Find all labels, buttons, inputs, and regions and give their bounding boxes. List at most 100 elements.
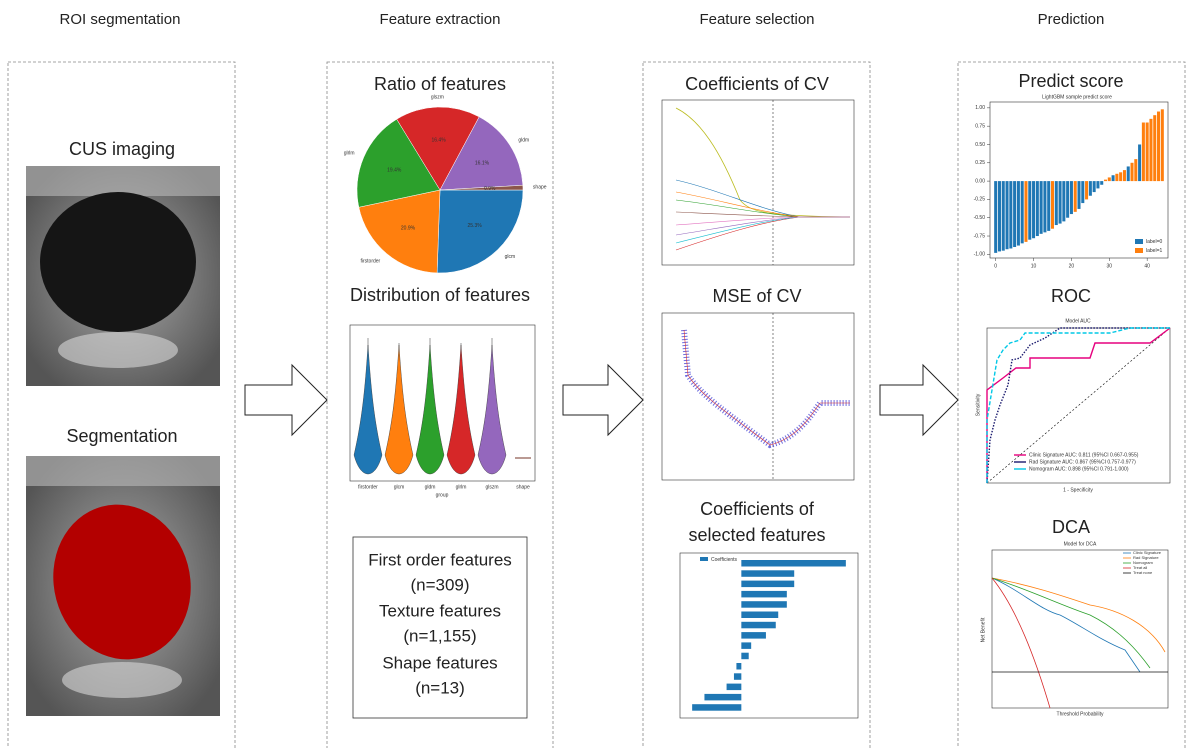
- bar: [1104, 180, 1107, 181]
- bar: [1043, 181, 1046, 232]
- y-axis-label: Sensitivity: [975, 393, 981, 416]
- arrow: [880, 365, 958, 435]
- bar: [704, 694, 741, 701]
- bar: [741, 591, 786, 598]
- mse-plot: [662, 313, 854, 480]
- x-axis-label: group: [436, 492, 449, 498]
- y-tick-label: -1.00: [974, 252, 986, 258]
- bar: [1002, 181, 1005, 251]
- bar: [1100, 181, 1103, 185]
- slice-label: 20.9%: [401, 225, 416, 231]
- bar: [994, 181, 997, 253]
- bar: [1127, 166, 1130, 181]
- x-tick-label: 40: [1144, 263, 1150, 269]
- x-tick-label: glszm: [485, 484, 498, 490]
- summary-line: Shape features: [382, 653, 497, 672]
- pie-slice: [437, 190, 523, 273]
- bar: [1131, 163, 1134, 181]
- bar: [1157, 112, 1160, 182]
- legend-label: Nomogram AUC: 0.898 (95%CI 0.791-1.000): [1029, 466, 1129, 472]
- legend-label: Treat none: [1133, 570, 1153, 575]
- cv-coefficient-plot: [662, 100, 854, 265]
- score-plot-frame: [990, 102, 1168, 258]
- bar: [692, 704, 741, 711]
- violin: [447, 345, 475, 474]
- bar: [1055, 181, 1058, 225]
- bar: [1040, 181, 1043, 234]
- arrow: [245, 365, 327, 435]
- x-tick-label: glrlm: [456, 484, 467, 490]
- legend-swatch: [1135, 239, 1143, 244]
- y-tick-label: -0.50: [974, 215, 986, 221]
- slice-label: 16.1%: [475, 161, 490, 167]
- bar: [741, 570, 794, 577]
- bar: [736, 663, 741, 670]
- bar: [1077, 181, 1080, 209]
- y-tick-label: -0.25: [974, 197, 986, 203]
- bar: [1096, 181, 1099, 188]
- bar: [1149, 119, 1152, 181]
- bar: [741, 622, 775, 629]
- bar: [1161, 109, 1164, 181]
- legend-label: label=1: [1146, 248, 1162, 254]
- bar: [1013, 181, 1016, 247]
- segmentation-image: [26, 456, 220, 716]
- bar: [1123, 170, 1126, 181]
- slice-category: gldm: [518, 137, 529, 143]
- slice-category: firstorder: [361, 259, 381, 265]
- y-tick-label: 1.00: [975, 105, 985, 111]
- x-tick-label: 30: [1107, 263, 1113, 269]
- slice-category: glcm: [505, 254, 516, 260]
- x-tick-label: 0: [994, 263, 997, 269]
- bar: [1146, 123, 1149, 182]
- image-title: CUS imaging: [69, 139, 175, 159]
- legend-swatch: [1135, 248, 1143, 253]
- summary-line: (n=1,155): [403, 626, 476, 645]
- legend-label: Coefficients: [711, 557, 738, 563]
- bar: [741, 632, 766, 639]
- legend-label: Clinic Signature AUC: 0.811 (95%CI 0.667…: [1029, 452, 1139, 458]
- image-title: Segmentation: [66, 426, 177, 446]
- bar: [1047, 181, 1050, 231]
- bar: [741, 612, 778, 619]
- chart-subtitle: Model AUC: [1065, 318, 1091, 324]
- slice-label: 16.4%: [431, 138, 446, 144]
- bar: [1036, 181, 1039, 236]
- bar: [741, 581, 794, 588]
- dca-curve: [992, 578, 1140, 672]
- x-axis-label: 1 - Specificity: [1063, 487, 1093, 493]
- chart-title: Coefficients of CV: [685, 74, 829, 94]
- x-tick-label: 20: [1069, 263, 1075, 269]
- bar: [1032, 181, 1035, 238]
- summary-line: (n=309): [410, 575, 469, 594]
- x-tick-label: 10: [1031, 263, 1037, 269]
- bar: [1062, 181, 1065, 221]
- bar: [1021, 181, 1024, 243]
- summary-line: First order features: [368, 550, 512, 569]
- column-title: Prediction: [1038, 11, 1105, 28]
- bar: [1059, 181, 1062, 223]
- dca-curve: [992, 578, 1165, 652]
- violin: [354, 345, 382, 474]
- bar: [1108, 177, 1111, 181]
- bar: [1074, 181, 1077, 212]
- violin: [478, 345, 506, 474]
- bar: [1112, 175, 1115, 181]
- bar: [1028, 181, 1031, 240]
- y-tick-label: -0.75: [974, 233, 986, 239]
- x-axis-label: Threshold Probability: [1057, 711, 1104, 717]
- slice-category: glszm: [431, 94, 444, 100]
- column-frame: [643, 62, 870, 748]
- bar: [1093, 181, 1096, 192]
- bar: [741, 601, 786, 608]
- bar: [741, 560, 846, 567]
- bar: [998, 181, 1001, 251]
- slice-category: glrlm: [344, 151, 355, 157]
- chart-title: Distribution of features: [350, 285, 530, 305]
- bar: [1006, 181, 1009, 249]
- arrow: [563, 365, 643, 435]
- chart-title: selected features: [688, 525, 825, 545]
- coef-plot-frame: [680, 553, 858, 718]
- y-axis-label: Net Benefit: [980, 617, 986, 642]
- slice-label: 19.4%: [387, 168, 402, 174]
